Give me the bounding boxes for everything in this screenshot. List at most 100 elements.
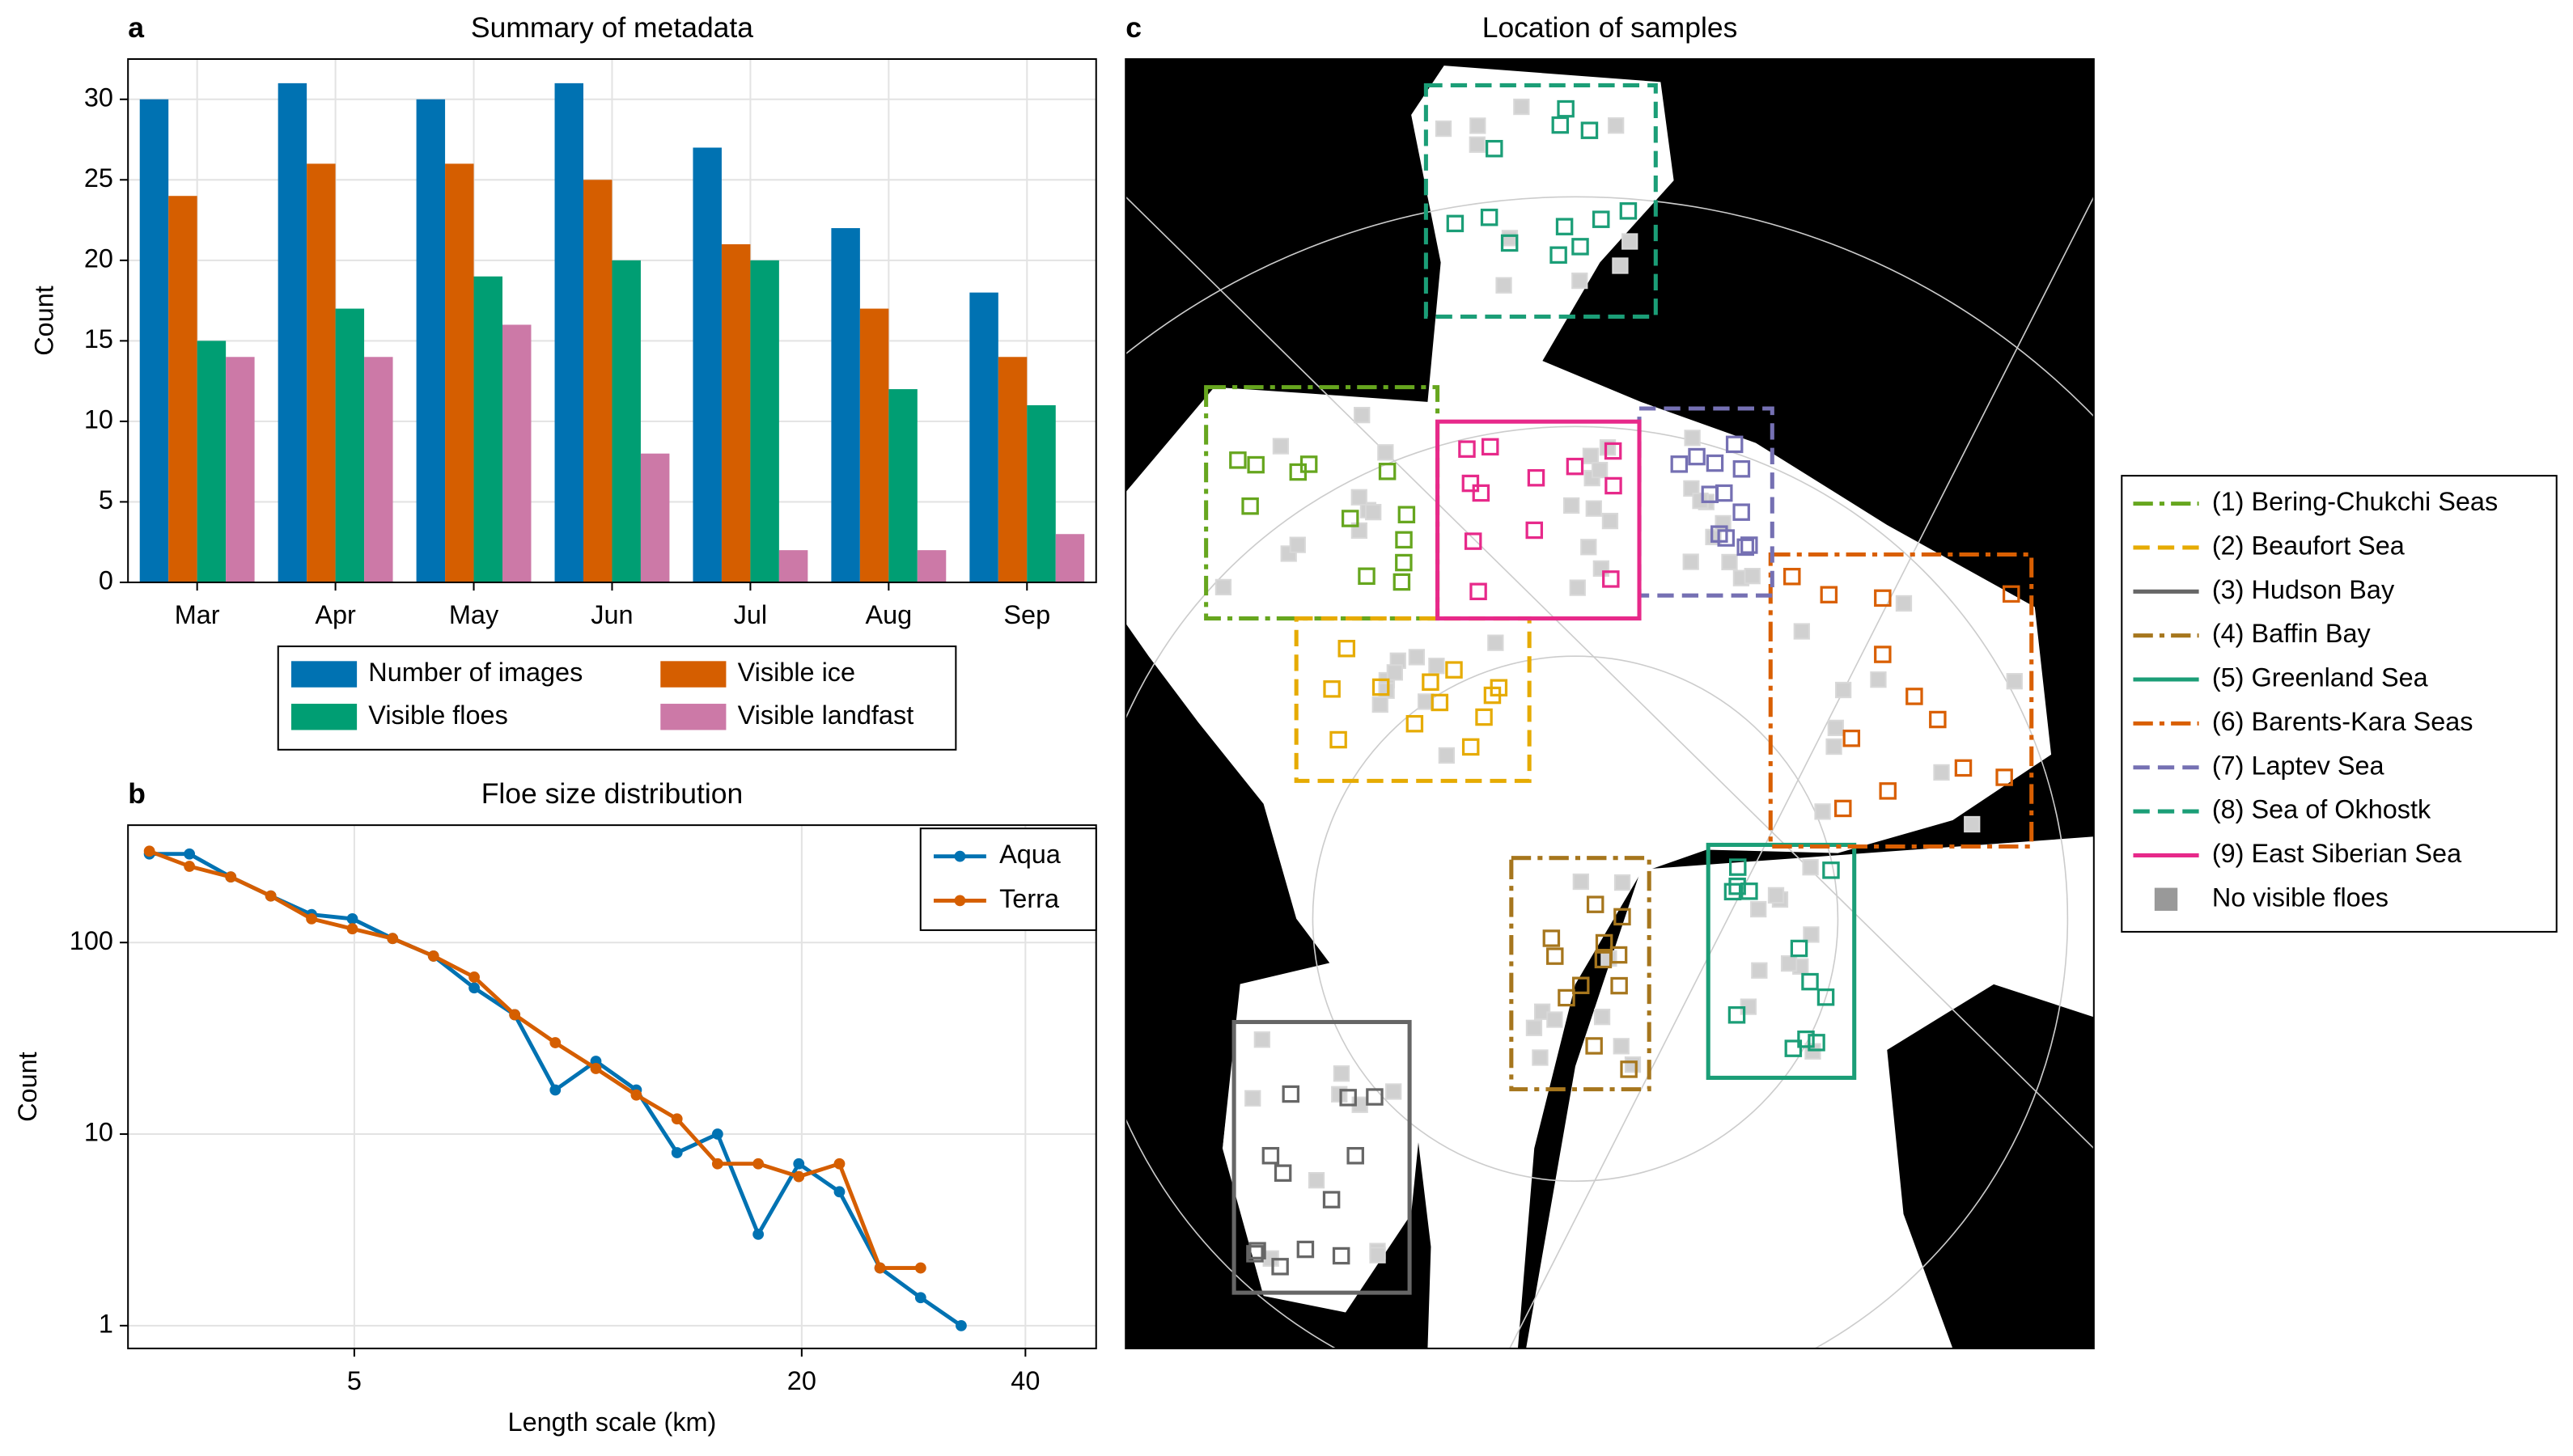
legend-dot bbox=[954, 850, 966, 862]
sample bbox=[1613, 908, 1631, 926]
sample bbox=[1229, 451, 1247, 469]
bar bbox=[778, 550, 808, 582]
no-floe-sample bbox=[1569, 579, 1586, 596]
no-floe-sample bbox=[1385, 1083, 1402, 1100]
bar bbox=[278, 83, 307, 582]
sample bbox=[1715, 484, 1733, 502]
sample bbox=[1594, 950, 1613, 969]
no-floe-sample bbox=[1750, 900, 1767, 918]
sample bbox=[1619, 202, 1638, 220]
sample bbox=[1458, 440, 1476, 458]
sample bbox=[1736, 538, 1754, 557]
no-floe-sample bbox=[1371, 696, 1388, 713]
no-floe-sample bbox=[1751, 962, 1768, 979]
sample bbox=[1710, 525, 1728, 543]
graticule bbox=[1509, 196, 2094, 1349]
panel-title: Location of samples bbox=[1482, 11, 1738, 44]
sample bbox=[1801, 972, 1819, 991]
legend-label: (3) Hudson Bay bbox=[2212, 575, 2395, 604]
sample bbox=[1500, 234, 1519, 252]
land bbox=[1125, 66, 2052, 1349]
sample bbox=[1527, 468, 1545, 487]
x-tick-label: Apr bbox=[315, 600, 356, 629]
series-point bbox=[346, 923, 358, 935]
x-tick-label: 40 bbox=[1011, 1366, 1040, 1395]
no-floe-sample bbox=[1580, 539, 1597, 556]
x-axis-label: Length scale (km) bbox=[508, 1407, 717, 1437]
sample bbox=[1358, 567, 1376, 586]
sample bbox=[1929, 710, 1947, 729]
sample bbox=[1571, 976, 1590, 995]
sample bbox=[1241, 497, 1259, 515]
y-tick-label: 100 bbox=[70, 926, 113, 955]
no-floe-sample bbox=[1501, 230, 1519, 247]
series-point bbox=[184, 861, 196, 872]
x-tick-label: Sep bbox=[1003, 600, 1050, 629]
series-point bbox=[509, 1009, 521, 1021]
no-floe-sample bbox=[1253, 1031, 1270, 1048]
sample bbox=[1604, 442, 1622, 460]
legend-label: (7) Laptev Sea bbox=[2212, 751, 2385, 780]
sample bbox=[1431, 693, 1449, 712]
bar bbox=[750, 260, 779, 582]
no-floe-sample bbox=[1418, 693, 1435, 710]
sample bbox=[1555, 218, 1574, 235]
bar bbox=[335, 308, 365, 582]
sample bbox=[1995, 768, 2013, 786]
axes-frame bbox=[1125, 57, 2095, 1350]
bar bbox=[473, 276, 503, 582]
bar bbox=[888, 389, 918, 582]
series-point bbox=[549, 1037, 562, 1048]
no-floe-sample bbox=[1563, 497, 1580, 514]
sample bbox=[1395, 531, 1413, 549]
series-point bbox=[752, 1228, 765, 1240]
y-tick-label: 10 bbox=[84, 1118, 113, 1147]
sample bbox=[1395, 553, 1413, 572]
no-floe-sample bbox=[1608, 117, 1625, 134]
sample bbox=[1808, 1034, 1825, 1052]
series-point bbox=[265, 890, 277, 902]
no-floe-sample bbox=[1214, 578, 1232, 596]
no-floe-sample bbox=[1546, 1011, 1563, 1028]
series-point bbox=[956, 1319, 967, 1331]
bar bbox=[197, 341, 227, 582]
series-point bbox=[914, 1262, 926, 1274]
no-floe-sample bbox=[1895, 595, 1913, 612]
no-floe-sample bbox=[1386, 664, 1403, 681]
legend-swatch bbox=[2154, 887, 2178, 911]
y-tick-label: 20 bbox=[84, 243, 113, 273]
sample bbox=[1551, 116, 1570, 134]
region-box bbox=[1509, 856, 1651, 1092]
axes-frame bbox=[127, 824, 1097, 1350]
no-floe-sample bbox=[1592, 560, 1609, 577]
legend-label: Visible landfast bbox=[738, 700, 914, 730]
series-point bbox=[143, 845, 155, 857]
panel-label: b bbox=[128, 777, 146, 810]
panel-label: c bbox=[1125, 11, 1142, 44]
y-tick-label: 0 bbox=[99, 566, 113, 595]
sample bbox=[1247, 455, 1265, 474]
no-floe-sample bbox=[1487, 634, 1504, 651]
sample bbox=[1405, 714, 1424, 733]
legend-label: (6) Barents-Kara Seas bbox=[2212, 707, 2473, 736]
legend-label: (8) Sea of Okhostk bbox=[2212, 795, 2431, 824]
sample bbox=[1602, 570, 1620, 588]
sample bbox=[1820, 586, 1838, 603]
sample bbox=[1542, 929, 1561, 947]
no-floe-sample bbox=[1377, 444, 1394, 461]
no-floe-sample bbox=[1333, 1065, 1350, 1082]
no-floe-sample bbox=[1469, 117, 1486, 134]
land bbox=[1222, 951, 1428, 1313]
sample bbox=[1586, 895, 1604, 913]
no-floe-sample bbox=[1870, 671, 1887, 688]
sample bbox=[1670, 455, 1689, 473]
bar bbox=[998, 357, 1028, 582]
series-point bbox=[793, 1158, 805, 1170]
series-point bbox=[427, 950, 439, 962]
no-floe-sample bbox=[1827, 719, 1844, 737]
series-point bbox=[671, 1147, 683, 1158]
legend-label: Number of images bbox=[368, 658, 583, 687]
sample bbox=[2002, 585, 2020, 603]
no-floe-sample bbox=[1525, 1019, 1543, 1036]
y-tick-label: 5 bbox=[99, 485, 113, 514]
